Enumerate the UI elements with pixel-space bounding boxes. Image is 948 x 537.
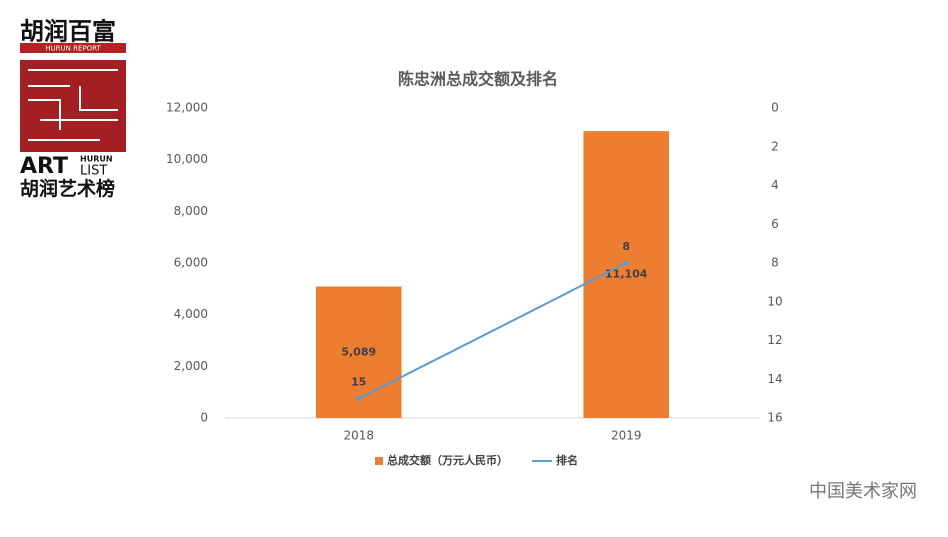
x-tick-label: 2018 <box>343 429 374 443</box>
y-tick-label: 10,000 <box>166 152 208 166</box>
data-label: 11,104 <box>605 268 648 281</box>
y2-tick-label: 14 <box>767 372 782 386</box>
y-tick-label: 6,000 <box>174 256 208 270</box>
y2-tick-label: 8 <box>771 256 779 270</box>
data-label: 5,089 <box>341 345 376 358</box>
y-tick-label: 4,000 <box>174 307 208 321</box>
y2-tick-label: 0 <box>771 101 779 115</box>
y2-tick-label: 2 <box>771 139 779 153</box>
logo-text: ART <box>20 154 68 179</box>
data-label: 8 <box>622 240 630 253</box>
y2-tick-label: 4 <box>771 178 779 192</box>
legend-label: 总成交额（万元人民币） <box>387 453 508 467</box>
logo-text: HURUN <box>80 155 113 164</box>
chart-title: 陈忠洲总成交额及排名 <box>398 70 558 89</box>
logo-band <box>20 43 126 53</box>
y-tick-label: 0 <box>200 411 208 425</box>
x-tick-label: 2019 <box>611 429 642 443</box>
line-marker <box>356 396 362 402</box>
y2-tick-label: 16 <box>767 411 782 425</box>
y-tick-label: 8,000 <box>174 204 208 218</box>
y-tick-label: 12,000 <box>166 101 208 115</box>
logo: 胡润百富 HURUN REPORT ART HURUN LIST 胡润艺术榜 <box>20 17 126 200</box>
legend-swatch <box>375 457 383 465</box>
logo-block <box>20 60 126 152</box>
logo-text: 胡润艺术榜 <box>20 177 115 200</box>
logo-pattern <box>28 69 118 141</box>
y-tick-label: 2,000 <box>174 359 208 373</box>
line-marker <box>623 260 629 266</box>
bar <box>583 131 670 418</box>
y2-tick-label: 6 <box>771 217 779 231</box>
logo-text: 胡润百富 <box>20 17 116 46</box>
data-label: 15 <box>351 376 366 389</box>
watermark: 中国美术家网 <box>809 481 917 502</box>
line <box>358 262 627 400</box>
y2-tick-label: 10 <box>767 294 782 308</box>
logo-text: HURUN REPORT <box>45 45 101 53</box>
bar <box>315 286 402 418</box>
logo-text: LIST <box>80 164 107 179</box>
legend-label: 排名 <box>556 453 578 467</box>
y2-tick-label: 12 <box>767 333 782 347</box>
